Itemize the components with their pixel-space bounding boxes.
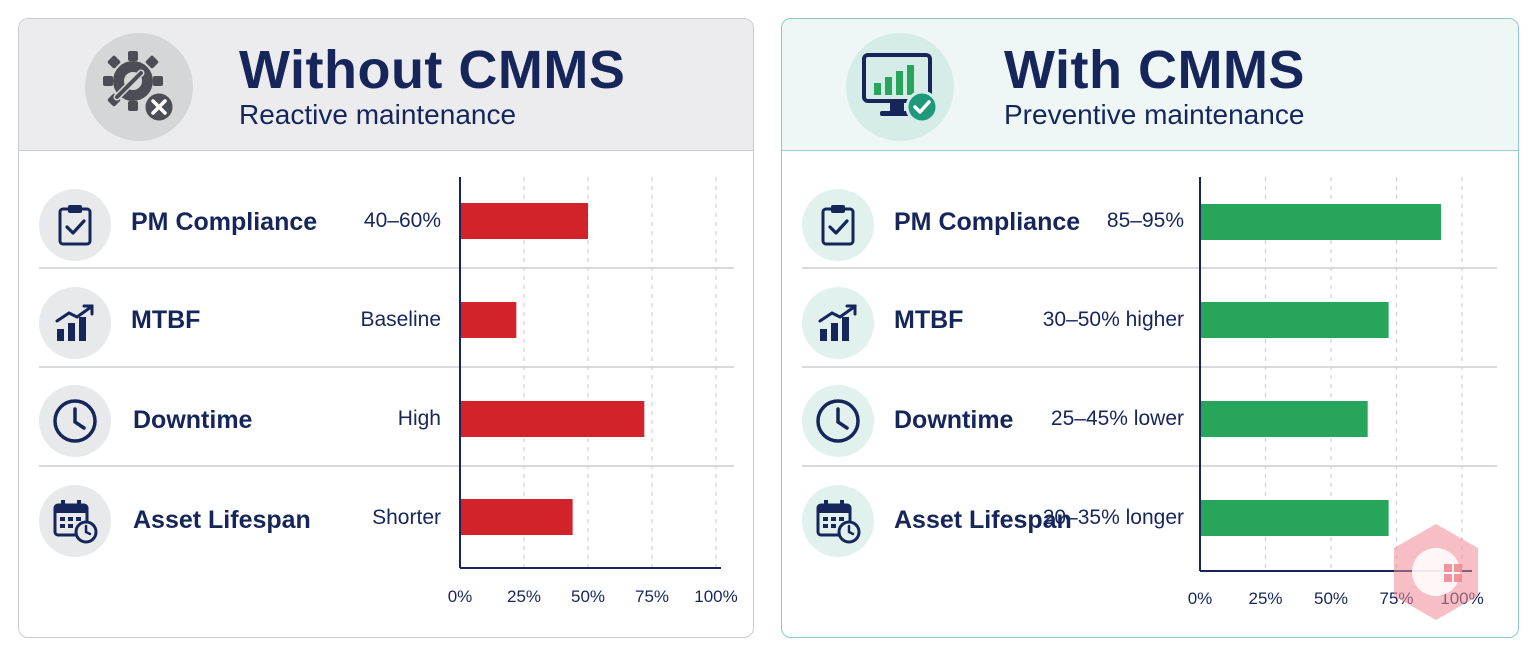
bar-downtime: [460, 401, 645, 437]
data-label: 40–60%: [363, 209, 441, 232]
x-tick-label: 100%: [694, 587, 737, 606]
x-tick-label: 50%: [571, 587, 605, 606]
clock-icon: [39, 385, 111, 457]
with-cmms-header: With CMMS Preventive maintenance: [782, 19, 1518, 151]
row-divider: [39, 366, 734, 368]
row-divider: [802, 366, 1497, 368]
x-tick-label: 25%: [507, 587, 541, 606]
bar-mtbf: [460, 302, 517, 338]
row-label-mtbf: MTBF: [894, 306, 964, 334]
with-cmms-panel: With CMMS Preventive maintenance PM Comp…: [781, 18, 1519, 638]
watermark-logo-icon: [1384, 520, 1488, 629]
data-label: 25–45% lower: [1050, 407, 1184, 430]
clipboard-check-icon: [39, 189, 111, 261]
bar-trend-icon: [39, 287, 111, 359]
bar-asset-lifespan: [460, 499, 573, 535]
with-cmms-title: With CMMS: [1004, 40, 1305, 100]
data-label: Baseline: [360, 308, 441, 331]
data-label: 30–50% higher: [1042, 308, 1184, 331]
without-cmms-bar-chart: 0% 25% 50% 75% 100%: [448, 177, 738, 606]
bar-pm-compliance: [1200, 204, 1442, 240]
row-label-asset-lifespan: Asset Lifespan: [894, 506, 1072, 534]
data-label: 85–95%: [1106, 209, 1184, 232]
with-cmms-bar-chart: 0%25%50%75%100%: [1188, 177, 1484, 608]
bar-trend-icon: [802, 287, 874, 359]
bar-asset-lifespan: [1200, 500, 1389, 536]
row-divider: [802, 267, 1497, 269]
data-label: 20–35% longer: [1042, 506, 1184, 529]
bar-pm-compliance: [460, 203, 588, 239]
calendar-clock-icon: [802, 485, 874, 557]
without-cmms-header: Without CMMS Reactive maintenance: [19, 19, 753, 151]
x-tick-label: 75%: [635, 587, 669, 606]
bar-downtime: [1200, 401, 1368, 437]
x-tick-label: 0%: [448, 587, 473, 606]
data-label: High: [397, 407, 441, 430]
monitor-chart-check-icon: [846, 33, 954, 141]
row-label-downtime: Downtime: [133, 406, 253, 434]
without-cmms-panel: Without CMMS Reactive maintenance PM Com…: [18, 18, 754, 638]
row-label-pm-compliance: PM Compliance: [894, 208, 1081, 236]
with-cmms-subtitle: Preventive maintenance: [1004, 99, 1305, 130]
row-label-pm-compliance: PM Compliance: [131, 208, 318, 236]
clock-icon: [802, 385, 874, 457]
row-label-asset-lifespan: Asset Lifespan: [133, 506, 311, 534]
row-divider: [39, 267, 734, 269]
without-cmms-subtitle: Reactive maintenance: [239, 99, 517, 130]
without-cmms-title: Without CMMS: [239, 40, 626, 100]
x-tick-label: 0%: [1188, 589, 1213, 608]
row-divider: [39, 465, 734, 467]
row-divider: [802, 465, 1497, 467]
x-tick-label: 50%: [1314, 589, 1348, 608]
data-label: Shorter: [372, 506, 441, 529]
row-label-downtime: Downtime: [894, 406, 1014, 434]
row-label-mtbf: MTBF: [131, 306, 201, 334]
calendar-clock-icon: [39, 485, 111, 557]
x-tick-label: 25%: [1248, 589, 1282, 608]
clipboard-check-icon: [802, 189, 874, 261]
bar-mtbf: [1200, 302, 1389, 338]
gear-wrench-x-icon: [85, 33, 193, 141]
